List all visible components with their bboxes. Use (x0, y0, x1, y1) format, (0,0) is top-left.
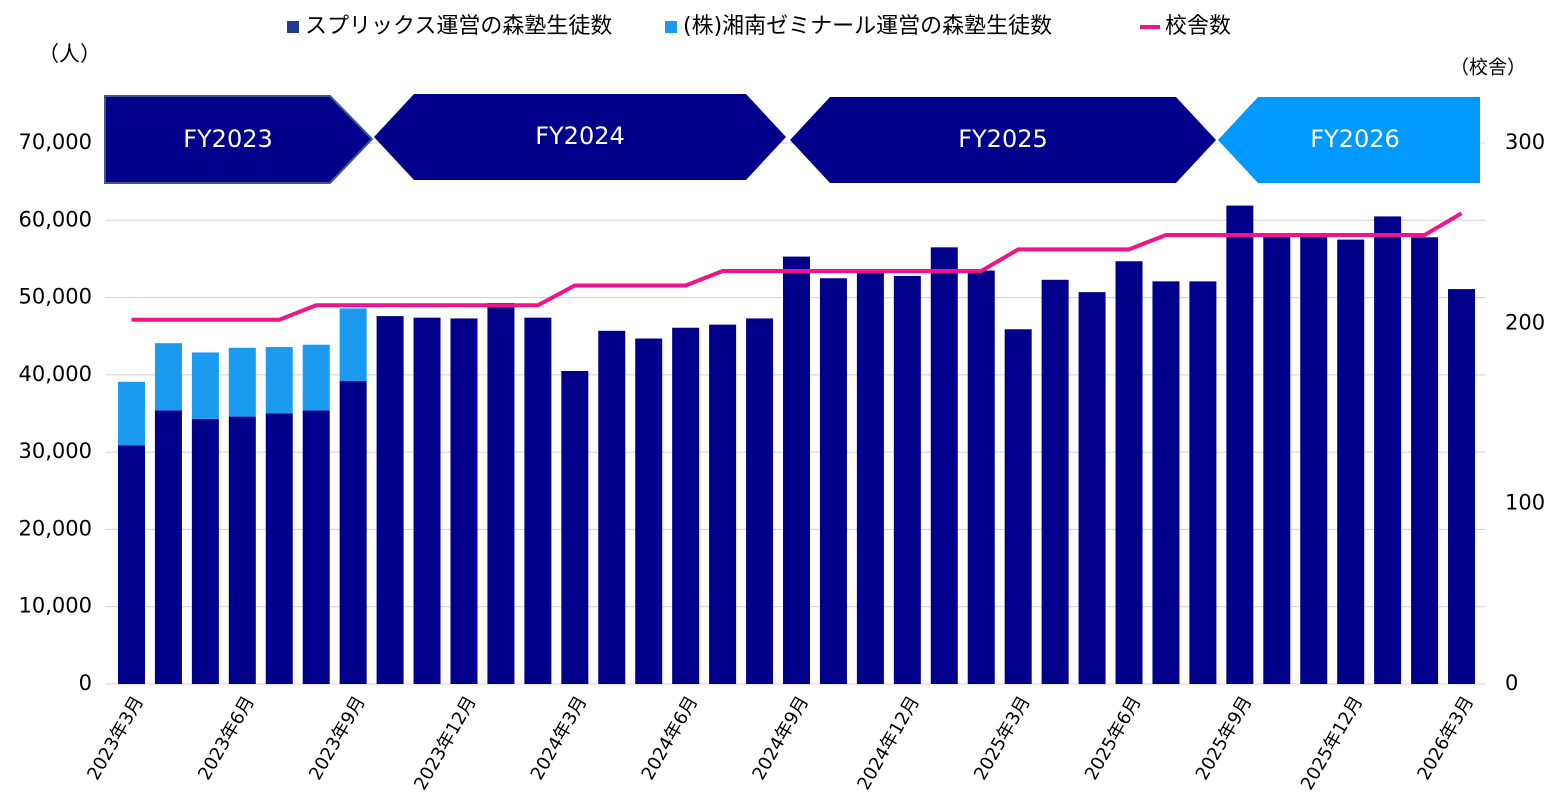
bar (967, 270, 995, 684)
bar (1226, 205, 1254, 684)
bar (1263, 236, 1291, 684)
bar (856, 270, 884, 684)
bar (930, 247, 958, 685)
legend-marker (665, 21, 677, 33)
bar (228, 416, 256, 684)
bar (265, 347, 293, 414)
legend-marker (287, 21, 299, 33)
fy-chevron (1218, 97, 1480, 183)
fy-label: FY2023 (183, 125, 273, 153)
x-tick-label: 2024年6月 (638, 693, 703, 784)
bar (598, 330, 626, 684)
bar (1189, 281, 1217, 684)
y2-tick-label: 100 (1505, 491, 1545, 515)
bar (819, 278, 847, 684)
bar (191, 352, 219, 419)
bar (117, 445, 145, 684)
y-tick-label: 10,000 (19, 594, 92, 618)
y-tick-label: 70,000 (19, 130, 92, 154)
bar (339, 308, 367, 382)
bar (635, 338, 663, 684)
bar (154, 410, 182, 684)
bar (1300, 235, 1328, 684)
fy-label: FY2024 (535, 122, 625, 150)
bar (1004, 329, 1032, 684)
bar (228, 347, 256, 417)
x-tick-label: 2023年9月 (305, 693, 370, 784)
bar (376, 316, 404, 684)
x-tick-label: 2025年12月 (1297, 693, 1368, 794)
bar (524, 317, 552, 684)
y-tick-label: 0 (79, 671, 92, 695)
x-tick-label: 2023年6月 (194, 693, 259, 784)
bar (783, 256, 810, 684)
fy-chevron (104, 95, 374, 184)
fy-label: FY2025 (958, 125, 1048, 153)
bar (154, 343, 182, 411)
y-tick-label: 60,000 (19, 207, 92, 231)
fy-chevron (790, 97, 1216, 183)
fy-label: FY2026 (1310, 125, 1400, 153)
y2-tick-label: 300 (1505, 130, 1545, 154)
x-tick-label: 2025年3月 (970, 693, 1035, 784)
y2-tick-label: 200 (1505, 310, 1545, 334)
bar (413, 317, 441, 684)
x-tick-label: 2024年12月 (853, 693, 924, 794)
bar (265, 413, 293, 684)
bar (1411, 237, 1439, 684)
x-tick-label: 2025年9月 (1192, 693, 1257, 784)
bar (561, 370, 589, 684)
x-tick-label: 2026年3月 (1413, 693, 1478, 784)
legend-label: (株)湘南ゼミナール運営の森塾生徒数 (683, 14, 1052, 39)
legend-label: 校舎数 (1165, 14, 1231, 39)
bar (1448, 289, 1476, 684)
y-tick-label: 40,000 (19, 362, 92, 386)
bar (117, 381, 145, 446)
bar (1374, 216, 1402, 684)
bar (893, 275, 921, 684)
y-tick-label: 30,000 (19, 439, 92, 463)
bar (1337, 239, 1365, 684)
bar (191, 418, 219, 684)
y-tick-label: 20,000 (19, 516, 92, 540)
y2-tick-label: 0 (1505, 671, 1518, 695)
x-tick-label: 2023年3月 (83, 693, 148, 784)
bar (487, 302, 515, 684)
x-tick-label: 2024年9月 (748, 693, 813, 784)
y-axis-label: （人） (38, 42, 101, 66)
x-tick-label: 2023年12月 (410, 693, 481, 794)
bar (302, 344, 330, 411)
line-series (131, 211, 1463, 322)
bar (450, 318, 478, 684)
bar (339, 381, 367, 684)
bar (1115, 261, 1143, 684)
bar (1041, 279, 1069, 684)
bar (709, 324, 737, 684)
fy-chevron (374, 94, 786, 180)
x-tick-label: 2024年3月 (527, 693, 592, 784)
y-tick-label: 50,000 (19, 285, 92, 309)
x-tick-label: 2025年6月 (1081, 693, 1146, 784)
bar (302, 410, 330, 684)
y2-axis-label: （校舎） (1450, 57, 1526, 79)
bar (1078, 292, 1106, 684)
bar (1152, 281, 1180, 684)
legend-label: スプリックス運営の森塾生徒数 (305, 14, 612, 39)
bar (746, 318, 774, 684)
bar (672, 327, 700, 684)
